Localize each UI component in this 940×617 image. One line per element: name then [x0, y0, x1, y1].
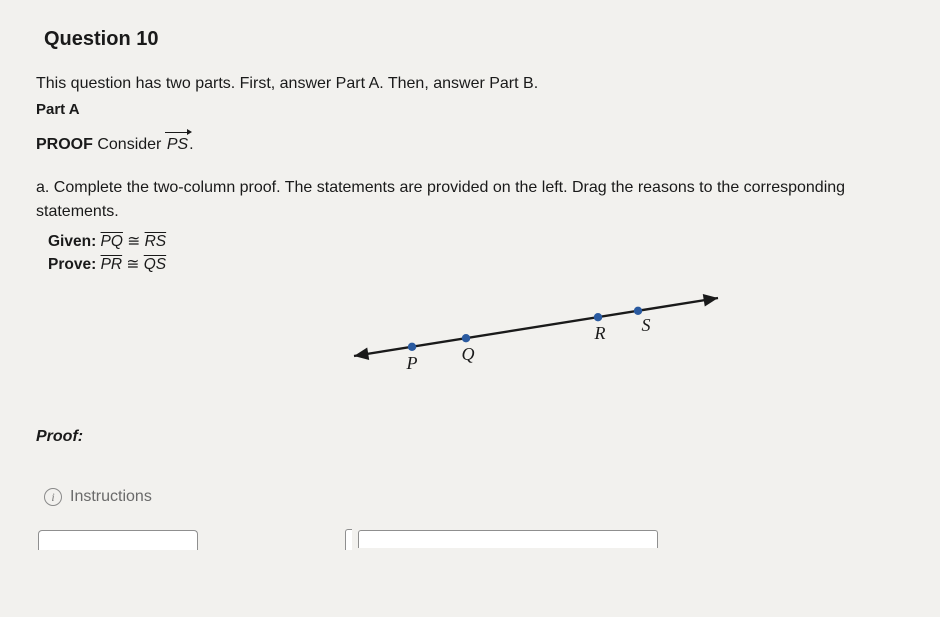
prove-label: Prove: [48, 256, 96, 273]
instructions-row[interactable]: i Instructions [44, 488, 904, 506]
svg-text:P: P [406, 353, 418, 373]
task-text: a. Complete the two-column proof. The st… [36, 176, 904, 224]
given-rhs: RS [145, 233, 167, 250]
congruent-symbol-1: ≅ [127, 233, 140, 250]
task-body: Complete the two-column proof. The state… [36, 179, 845, 220]
instructions-label: Instructions [70, 488, 152, 506]
proof-word: PROOF [36, 136, 93, 153]
svg-text:Q: Q [462, 344, 475, 364]
consider-word: Consider [97, 136, 161, 153]
given-line: Given: PQ ≅ RS [48, 232, 904, 251]
svg-text:S: S [642, 315, 651, 335]
line-ps-symbol: PS [166, 136, 189, 154]
answer-box-right[interactable] [358, 530, 658, 548]
prove-lhs: PR [101, 256, 123, 273]
given-label: Given: [48, 233, 96, 250]
line-figure-svg: P Q R S [336, 272, 736, 382]
given-lhs: PQ [101, 233, 123, 250]
congruent-symbol-2: ≅ [126, 256, 139, 273]
proof-consider-line: PROOF Consider PS. [36, 136, 904, 154]
part-a-label: Part A [36, 101, 904, 118]
svg-text:R: R [594, 323, 606, 343]
prove-rhs: QS [144, 256, 166, 273]
figure-container: P Q R S [36, 278, 904, 388]
proof-label: Proof: [36, 428, 904, 446]
info-icon: i [44, 488, 62, 506]
question-intro: This question has two parts. First, answ… [36, 75, 904, 93]
bottom-row [36, 530, 904, 550]
question-page: Question 10 This question has two parts.… [0, 0, 940, 550]
question-title: Question 10 [44, 28, 904, 51]
answer-box-left[interactable] [38, 530, 198, 550]
task-prefix: a. [36, 179, 49, 196]
